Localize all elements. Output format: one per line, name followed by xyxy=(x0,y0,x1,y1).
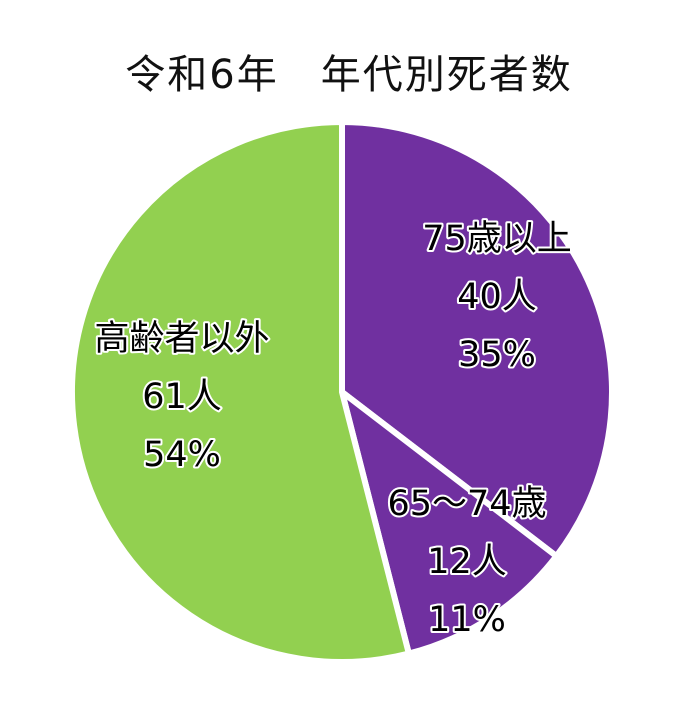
slice-percent-label: 54% xyxy=(143,435,221,475)
slice-category-label: 65～74歳 xyxy=(387,484,546,524)
slice-percent-label: 11% xyxy=(428,600,506,640)
pie-slice xyxy=(69,119,412,665)
pie-slice xyxy=(339,119,615,560)
pie-slice xyxy=(339,389,560,657)
chart-title: 令和6年 年代別死者数 xyxy=(125,52,573,98)
slice-count-label: 12人 xyxy=(427,542,507,582)
slice-category-label: 75歳以上 xyxy=(422,219,572,259)
slice-category-label: 高齢者以外 xyxy=(94,319,269,359)
slice-count-label: 61人 xyxy=(142,377,222,417)
slice-percent-label: 35% xyxy=(458,335,536,375)
slice-count-label: 40人 xyxy=(457,277,537,317)
